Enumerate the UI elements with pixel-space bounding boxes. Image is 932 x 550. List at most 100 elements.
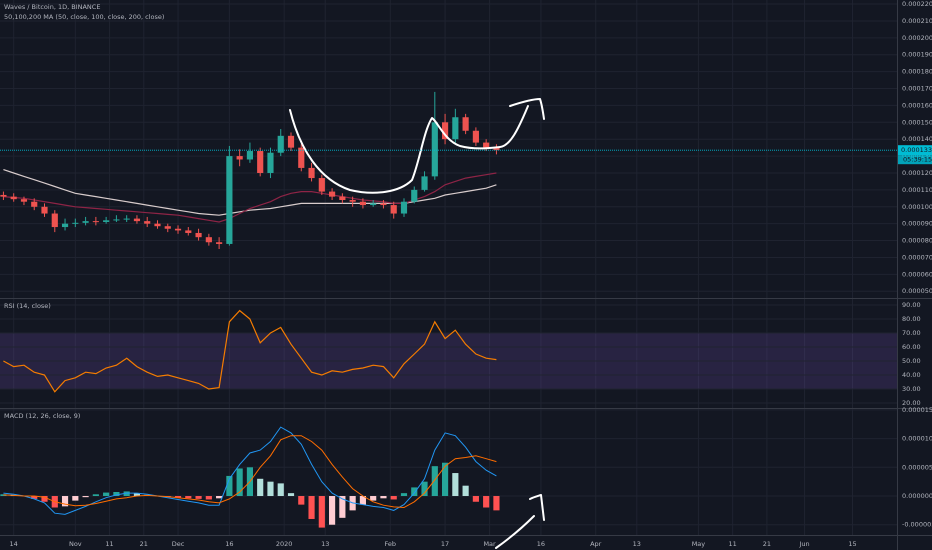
candle-body [113, 219, 120, 221]
histogram-bar [72, 496, 79, 501]
x-tick-label: 13 [633, 540, 641, 548]
histogram-bar [92, 494, 99, 497]
histogram-bar [359, 496, 366, 505]
histogram-bar [267, 481, 274, 497]
histogram-bar [174, 496, 182, 498]
macd-line [3, 435, 497, 509]
histogram-bar [195, 496, 202, 499]
x-tick-label: Mar [483, 540, 496, 548]
histogram-bar [287, 493, 295, 497]
x-tick-label: 16 [537, 540, 545, 548]
x-tick-label: 15 [848, 540, 856, 548]
histogram-bar [236, 468, 243, 497]
histogram-bar [318, 496, 325, 528]
candle-body [0, 194, 7, 197]
histogram-bar [441, 462, 449, 497]
histogram-bar [298, 496, 305, 505]
y-tick-label: 80.00 [902, 315, 921, 323]
histogram-bar [133, 493, 141, 497]
y-tick-label: 60.00 [902, 343, 921, 351]
candle-body [380, 203, 387, 206]
candle-body [308, 167, 315, 179]
candle-body [31, 201, 38, 207]
candle-body [390, 205, 397, 214]
histogram-bar [329, 496, 336, 525]
x-tick-label: 13 [321, 540, 329, 548]
x-tick-label: Dec [172, 540, 185, 548]
candle-body [164, 226, 171, 229]
x-tick-label: Nov [69, 540, 82, 548]
histogram-bar [205, 496, 212, 500]
candle-body [154, 223, 161, 227]
x-tick-label: 11 [729, 540, 737, 548]
countdown-badge [898, 155, 932, 165]
y-tick-label: 40.00 [902, 371, 921, 379]
histogram-bar [339, 496, 346, 518]
candle-body [257, 151, 264, 173]
candle-body [400, 201, 408, 214]
candle-body [431, 122, 438, 177]
candle-body [226, 156, 233, 244]
histogram-bar [277, 483, 284, 497]
candle-body [10, 196, 17, 200]
x-tick-label: 2020 [276, 540, 293, 548]
candle-body [246, 151, 254, 160]
candle-body [61, 223, 69, 228]
histogram-bar [390, 496, 397, 500]
candle-body [51, 213, 58, 228]
histogram-bar [421, 481, 428, 497]
histogram-bar [61, 496, 69, 507]
candle-body [359, 201, 366, 206]
indicator-label: 50,100,200 MA (50, close, 100, close, 20… [4, 13, 164, 21]
y-tick-label: 70.00 [902, 329, 921, 337]
candle-body [339, 196, 346, 201]
histogram-bar [400, 493, 408, 497]
candle-body [318, 178, 325, 192]
candle-body [92, 221, 99, 223]
histogram-bar [185, 496, 192, 499]
candle-body [20, 199, 28, 202]
rsi-line [3, 309, 497, 393]
histogram-bar [493, 496, 500, 511]
candle-body [133, 218, 141, 222]
candle-body [349, 200, 356, 202]
histogram-bar [82, 496, 89, 498]
histogram-bar [113, 491, 120, 497]
y-tick-label: 20.00 [902, 399, 921, 407]
candle-body [421, 176, 428, 190]
x-tick-label: 17 [441, 540, 449, 548]
indicator-label: RSI (14, close) [4, 302, 51, 310]
histogram-bar [226, 475, 233, 497]
candle-body [185, 230, 192, 233]
candle-body [267, 152, 274, 173]
x-tick-label: Jun [798, 540, 809, 548]
histogram-bar [472, 496, 479, 502]
hand-drawn-arrow [509, 98, 545, 120]
last-price-label: 0.0001335 [901, 146, 932, 154]
candle-body [441, 122, 449, 140]
x-tick-label: 21 [763, 540, 771, 548]
hand-drawn-line [495, 515, 535, 549]
histogram-bar [31, 496, 38, 499]
x-tick-label: May [692, 540, 706, 548]
indicator-label: MACD (12, 26, close, 9) [4, 412, 80, 420]
candle-body [72, 222, 79, 224]
histogram-bar [123, 491, 130, 497]
histogram-bar [431, 466, 438, 497]
y-tick-label: 30.00 [902, 385, 921, 393]
y-tick-label: 50.00 [902, 357, 921, 365]
